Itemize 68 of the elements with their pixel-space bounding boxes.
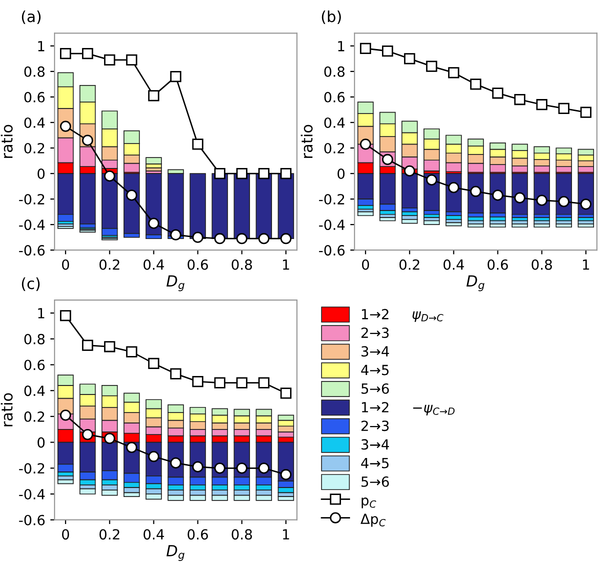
y-tick-label: 1 — [338, 41, 344, 52]
y-tick-label: 0.2 — [324, 142, 344, 154]
y-tick-label: -0.6 — [19, 245, 45, 256]
y-tick-label: -0.2 — [19, 194, 44, 205]
x-tick-label: 0.2 — [100, 259, 120, 270]
y-tick-label: -0.6 — [319, 245, 345, 256]
y-tick-label: 0.8 — [24, 334, 45, 344]
y-tick-label: -0.2 — [319, 194, 344, 205]
text: ψ$_{D→C}$ — [412, 311, 444, 322]
x-tick-label: 0.8 — [532, 259, 552, 270]
y-tick-label: 0 — [38, 168, 45, 179]
y-tick-label: 0.8 — [24, 66, 45, 77]
x-tick-label: 1 — [583, 260, 590, 270]
x-tick-label: 0.8 — [232, 259, 252, 270]
legend-label: 5→6 — [362, 383, 389, 394]
y-tick-label: 0.6 — [324, 92, 345, 102]
x-tick-label: 0.8 — [232, 529, 252, 540]
x-tick-label: 0.6 — [188, 259, 208, 270]
y-tick-label: 0.4 — [324, 117, 345, 128]
y-tick-label: 0 — [338, 168, 345, 179]
legend-label: 3→4 — [362, 346, 389, 357]
y-tick-label: -0.6 — [19, 514, 45, 526]
x-tick-label: 0.6 — [188, 529, 208, 540]
y-tick-label: 0 — [38, 437, 45, 448]
legend-label: 1→2 — [362, 308, 388, 320]
y-tick-label: 0.2 — [24, 411, 44, 422]
x-tick-label: 0.2 — [100, 529, 120, 540]
text: −ψ$_{C→D}$ — [413, 404, 455, 416]
legend-label: 5→6 — [362, 476, 389, 487]
legend-label: 4→5 — [361, 458, 389, 468]
chart-title: (c) — [22, 277, 40, 292]
x-tick-label: 0 — [362, 259, 370, 270]
x-axis-title: D$_{g}$ — [466, 275, 484, 292]
x-tick-label: 1 — [283, 260, 290, 270]
y-axis-title: ratio — [300, 124, 313, 158]
x-tick-label: 0.4 — [444, 259, 464, 270]
x-axis-title: D$_{g}$ — [166, 545, 184, 561]
x-tick-label: 0.2 — [399, 259, 420, 270]
chart-title: (b) — [322, 10, 341, 24]
y-tick-label: 1 — [38, 308, 44, 318]
x-tick-label: 0.6 — [488, 259, 508, 270]
x-tick-label: 0.4 — [144, 529, 164, 540]
y-tick-label: 0.4 — [24, 117, 45, 128]
y-tick-label: 0.4 — [24, 386, 45, 396]
y-tick-label: -0.4 — [19, 488, 45, 500]
y-tick-label: -0.4 — [319, 220, 345, 230]
y-tick-label: -0.4 — [19, 220, 45, 230]
chart-title: (a) — [22, 10, 41, 24]
x-tick-label: 0 — [62, 529, 70, 540]
legend-label: 4→5 — [361, 364, 389, 376]
x-axis-title: D$_{g}$ — [166, 275, 184, 292]
y-tick-label: -0.2 — [19, 463, 44, 474]
legend-label: 2→3 — [361, 328, 389, 338]
y-tick-label: 0.6 — [24, 360, 45, 370]
x-tick-label: 0 — [62, 259, 70, 270]
x-tick-label: 0.4 — [144, 259, 164, 270]
y-tick-label: 0.2 — [24, 142, 44, 154]
legend-label: 1→2 — [362, 402, 388, 412]
legend-label: 3→4 — [362, 439, 389, 450]
y-tick-label: 0.6 — [24, 92, 45, 102]
legend-label: Δp$_{C}$ — [360, 514, 386, 527]
legend-label: 2→3 — [361, 420, 389, 432]
legend-label: p$_{C}$ — [362, 498, 376, 508]
y-axis-title: ratio — [0, 393, 13, 426]
y-axis-title: ratio — [0, 124, 13, 158]
y-tick-label: 1 — [38, 41, 44, 52]
x-tick-label: 1 — [283, 529, 290, 540]
y-tick-label: 0.8 — [324, 66, 345, 77]
